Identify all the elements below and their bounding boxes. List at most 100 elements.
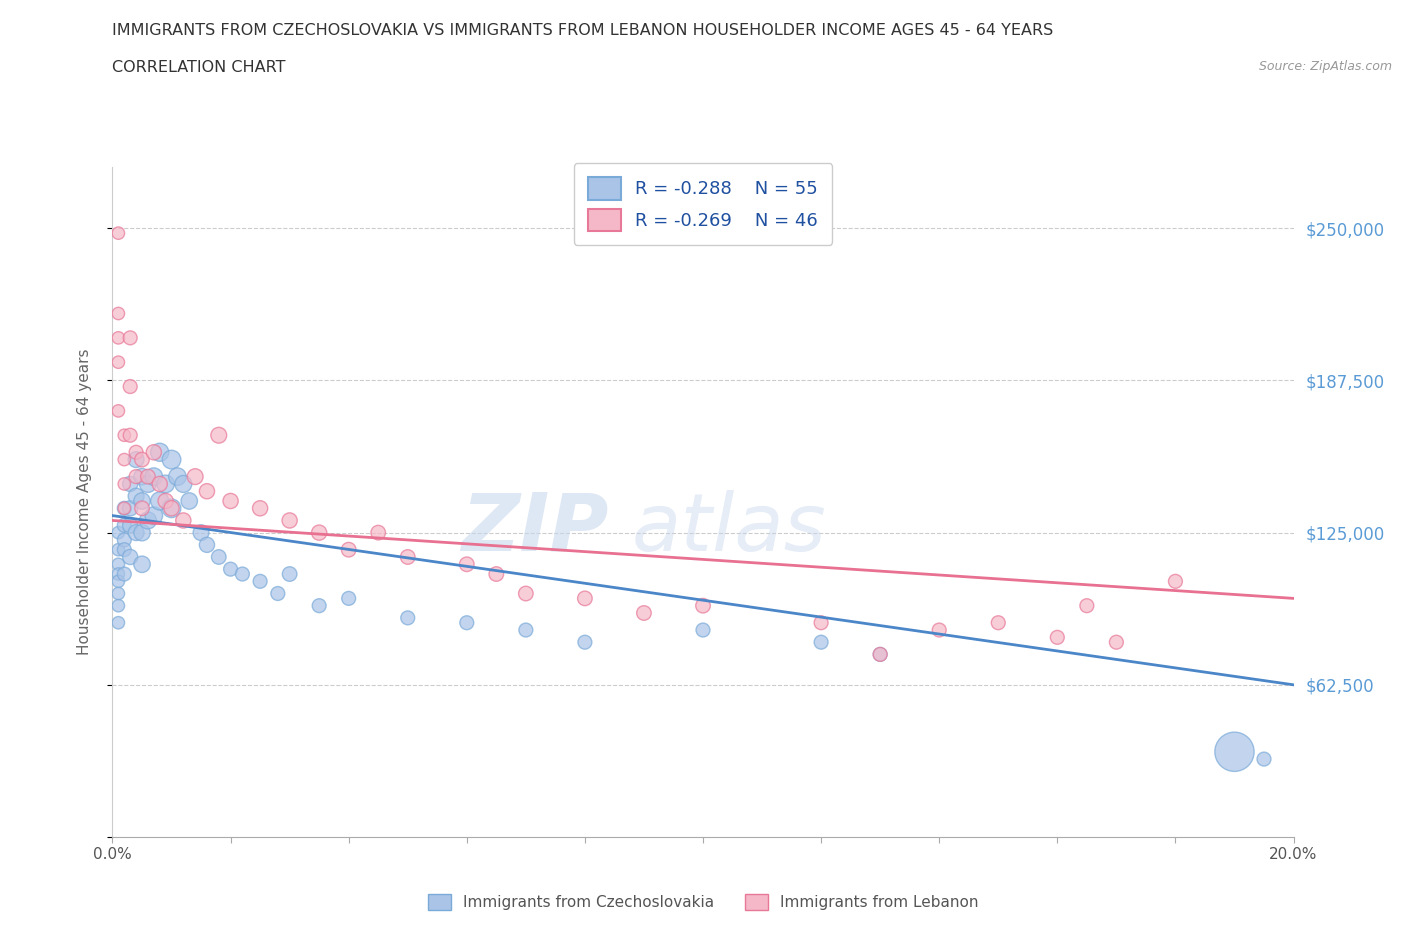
Point [869,647,891,662]
Point [131,452,153,467]
Point [692,598,714,613]
Point [112,542,135,557]
Point [107,330,129,345]
Point [219,494,242,509]
Point [456,616,478,631]
Point [278,566,301,581]
Point [456,557,478,572]
Text: IMMIGRANTS FROM CZECHOSLOVAKIA VS IMMIGRANTS FROM LEBANON HOUSEHOLDER INCOME AGE: IMMIGRANTS FROM CZECHOSLOVAKIA VS IMMIGR… [112,23,1053,38]
Point [308,525,330,540]
Point [120,330,142,345]
Point [112,452,135,467]
Point [160,501,183,516]
Point [179,494,201,509]
Point [125,452,148,467]
Point [249,501,271,516]
Y-axis label: Householder Income Ages 45 - 64 years: Householder Income Ages 45 - 64 years [77,349,91,656]
Point [160,501,183,516]
Point [120,518,142,533]
Point [267,586,290,601]
Point [142,445,165,459]
Point [190,525,212,540]
Point [367,525,389,540]
Point [107,354,129,369]
Point [810,616,832,631]
Point [1046,630,1069,644]
Point [515,586,537,601]
Point [1076,598,1098,613]
Point [107,557,129,572]
Point [337,542,360,557]
Point [692,622,714,637]
Text: atlas: atlas [633,490,827,568]
Point [112,566,135,581]
Point [396,550,419,565]
Point [107,598,129,613]
Point [120,428,142,443]
Point [928,622,950,637]
Point [1105,635,1128,650]
Point [869,647,891,662]
Point [131,501,153,516]
Point [184,470,207,485]
Point [515,622,537,637]
Text: Source: ZipAtlas.com: Source: ZipAtlas.com [1258,60,1392,73]
Point [195,484,218,498]
Point [120,379,142,394]
Point [149,445,172,459]
Point [125,470,148,485]
Point [107,226,129,241]
Point [337,591,360,605]
Point [155,494,177,509]
Point [136,470,159,485]
Point [633,605,655,620]
Point [107,586,129,601]
Point [160,452,183,467]
Text: ZIP: ZIP [461,490,609,568]
Point [120,476,142,491]
Point [155,476,177,491]
Point [208,550,231,565]
Point [308,598,330,613]
Point [574,591,596,605]
Point [125,525,148,540]
Point [112,501,135,516]
Point [574,635,596,650]
Point [120,550,142,565]
Point [810,635,832,650]
Point [149,494,172,509]
Text: CORRELATION CHART: CORRELATION CHART [112,60,285,75]
Point [149,476,172,491]
Point [120,501,142,516]
Point [1253,751,1275,766]
Point [172,513,194,528]
Point [131,494,153,509]
Point [107,566,129,581]
Point [195,538,218,552]
Point [249,574,271,589]
Point [396,610,419,625]
Point [107,616,129,631]
Point [107,574,129,589]
Point [485,566,508,581]
Point [219,562,242,577]
Point [131,470,153,485]
Point [136,476,159,491]
Point [131,557,153,572]
Point [1164,574,1187,589]
Point [112,428,135,443]
Point [1223,744,1246,759]
Point [125,488,148,503]
Point [112,501,135,516]
Point [107,542,129,557]
Point [131,525,153,540]
Point [125,445,148,459]
Point [107,306,129,321]
Point [142,508,165,523]
Point [987,616,1010,631]
Point [107,404,129,418]
Point [231,566,253,581]
Point [112,518,135,533]
Point [278,513,301,528]
Point [208,428,231,443]
